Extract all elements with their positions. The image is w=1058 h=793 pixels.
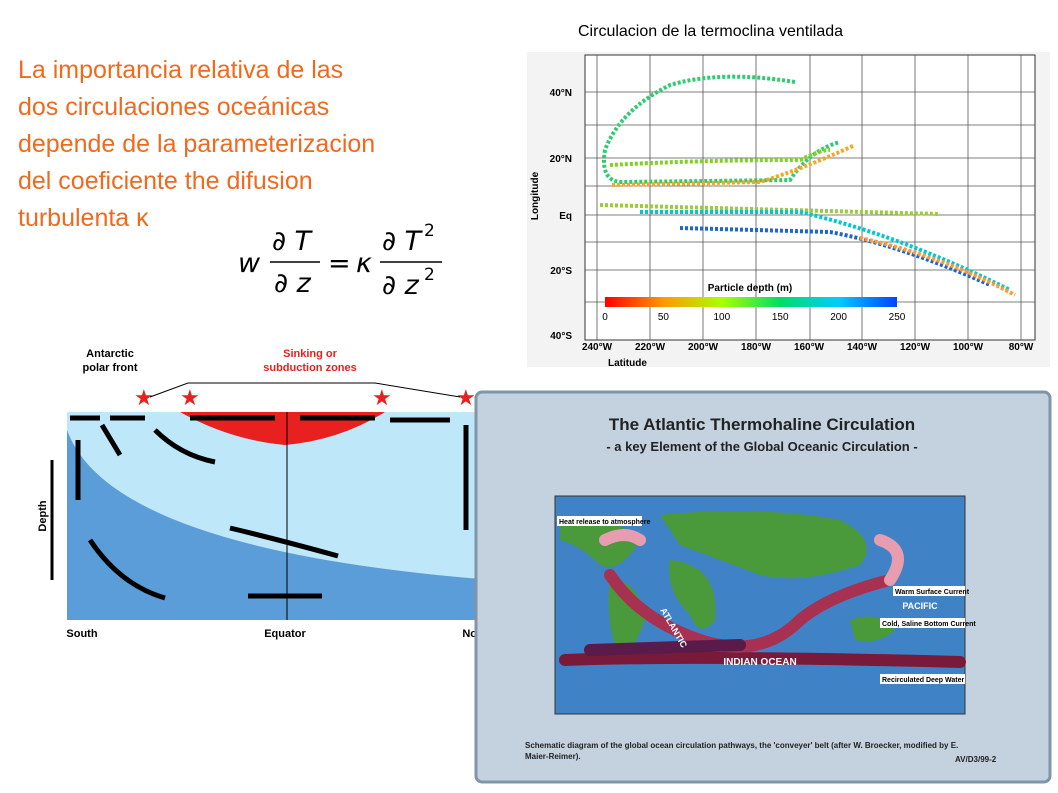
lat-label: 40°S — [550, 331, 572, 342]
colorbar-tick: 50 — [658, 312, 670, 323]
lat-label: Eq — [559, 211, 572, 222]
lon-label: 160°W — [794, 342, 825, 353]
sink-stars: ★ ★ ★ ★ — [134, 385, 476, 410]
colorbar-tick: 250 — [889, 312, 906, 323]
lon-label: 240°W — [582, 342, 613, 353]
colorbar-tick: 150 — [772, 312, 789, 323]
depth-label: Depth — [37, 500, 49, 531]
eq-den: ∂ z — [382, 270, 420, 301]
lon-label: 120°W — [900, 342, 931, 353]
colorbar-tick: 100 — [713, 312, 730, 323]
eq-exp: 2 — [424, 221, 435, 241]
colorbar-title: Particle depth (m) — [708, 283, 792, 294]
conveyor — [559, 529, 966, 668]
deep-water — [67, 430, 493, 620]
legend-item: Heat release to atmosphere — [559, 519, 651, 526]
sinking-label: subduction zones — [263, 362, 357, 374]
lat-label: 20°S — [550, 266, 572, 277]
lon-label: 180°W — [741, 342, 772, 353]
caption: Schematic diagram of the global ocean ci… — [525, 741, 958, 750]
lon-label: 220°W — [635, 342, 666, 353]
colorbar-tick: 200 — [830, 312, 847, 323]
x-axis-label: Latitude — [608, 358, 647, 369]
eq-w: w — [238, 248, 261, 279]
legend-item: Recirculated Deep Water — [882, 677, 964, 684]
svg-text:★: ★ — [134, 385, 154, 410]
poster-title: The Atlantic Thermohaline Circulation — [609, 415, 915, 434]
svg-text:★: ★ — [180, 385, 200, 410]
text-line: del coeficiente the difusion — [18, 167, 313, 195]
south-label: South — [66, 628, 97, 640]
indian-label: INDIAN OCEAN — [723, 657, 796, 668]
lon-label: 80°W — [1009, 342, 1034, 353]
body-text: La importancia relativa de las dos circu… — [18, 52, 375, 237]
lon-label: 140°W — [847, 342, 878, 353]
equation: w ∂ T ∂ z = κ ∂ T 2 ∂ z 2 — [238, 221, 442, 301]
eq-num: ∂ T — [382, 226, 424, 257]
svg-text:★: ★ — [456, 385, 476, 410]
pacific-label: PACIFIC — [902, 601, 938, 611]
lon-label: 100°W — [953, 342, 984, 353]
front-label: polar front — [83, 362, 138, 374]
colorbar — [605, 297, 897, 307]
svg-text:★: ★ — [372, 385, 392, 410]
bracket — [149, 382, 461, 398]
lat-labels: 40°N 20°N Eq 20°S 40°S — [550, 88, 573, 342]
lat-label: 20°N — [550, 154, 572, 165]
caption: Maier-Reimer). — [525, 752, 581, 761]
poster-subtitle: - a key Element of the Global Oceanic Ci… — [606, 439, 917, 454]
text-line: turbulenta κ — [18, 204, 149, 232]
lat-label: 40°N — [550, 88, 572, 99]
poster-code: AV/D3/99-2 — [955, 755, 997, 764]
text-line: La importancia relativa de las — [18, 56, 344, 84]
equator-label: Equator — [264, 628, 306, 640]
eq-kappa: κ — [356, 248, 372, 279]
lon-labels: 240°W 220°W 200°W 180°W 160°W 140°W 120°W 100°W… — [582, 342, 1034, 353]
section-labels: Antarctic polar front Sinking or subduct… — [37, 348, 492, 640]
text-line: dos circulaciones oceánicas — [18, 93, 330, 121]
text-line: depende de la parameterizacion — [18, 130, 376, 158]
eq-den: ∂ z — [274, 268, 312, 299]
trajectories — [599, 74, 1016, 297]
legend-item: Cold, Saline Bottom Current — [882, 621, 976, 628]
colorbar-tick: 0 — [602, 312, 608, 323]
map-title: Circulacion de la termoclina ventilada — [578, 23, 843, 40]
eq-num: ∂ T — [272, 226, 314, 257]
eq-exp: 2 — [424, 265, 435, 285]
y-axis-label: Longitude — [530, 171, 541, 220]
flow-arrows — [70, 415, 469, 601]
lon-label: 200°W — [688, 342, 719, 353]
map-legend: Heat release to atmosphere Warm Surface … — [557, 516, 976, 684]
land — [560, 511, 895, 656]
colorbar-ticks: 0 50 100 150 200 250 — [602, 312, 906, 323]
front-label: Antarctic — [86, 348, 134, 360]
eq-equals: = — [328, 248, 351, 279]
sinking-label: Sinking or — [283, 348, 338, 360]
legend-item: Warm Surface Current — [895, 589, 970, 596]
